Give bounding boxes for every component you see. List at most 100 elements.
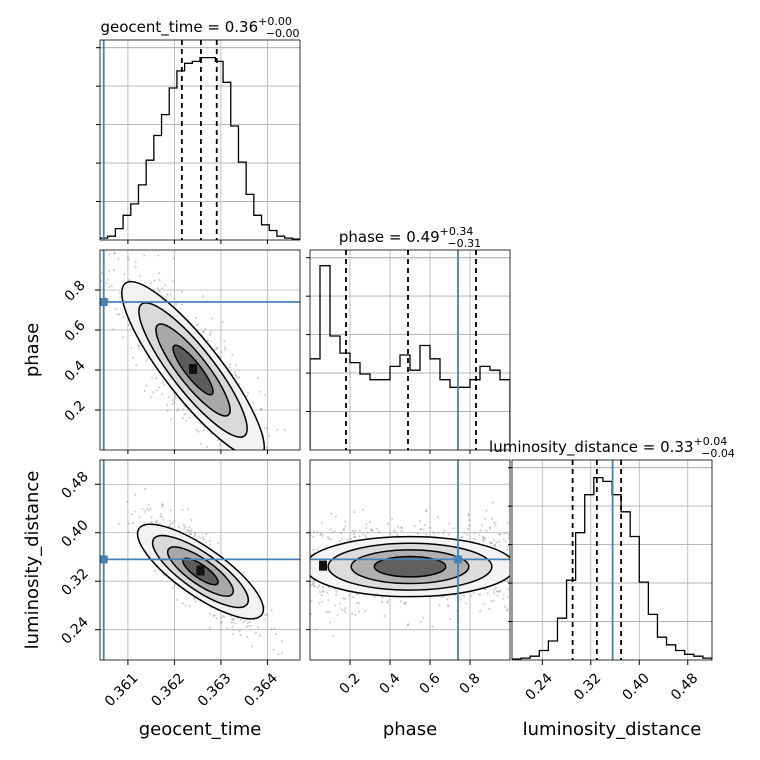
title-main: luminosity_distance = 0.33 (489, 438, 693, 457)
scatter-point (208, 543, 211, 546)
scatter-point (226, 627, 229, 630)
scatter-point (196, 323, 199, 327)
scatter-point (319, 533, 322, 536)
tick-label-x: 0.364 (241, 670, 281, 710)
scatter-point (119, 296, 122, 299)
scatter-point (161, 515, 164, 518)
scatter-point (189, 528, 192, 531)
scatter-point (342, 528, 346, 531)
scatter-point (165, 403, 169, 406)
scatter-point (273, 627, 276, 630)
scatter-point (328, 610, 331, 614)
scatter-point (492, 539, 496, 542)
scatter-point (238, 450, 240, 452)
panel-frame (309, 459, 511, 661)
panel-title: geocent_time = 0.36+0.00 −0.00 (100, 15, 299, 40)
scatter-point (238, 630, 241, 633)
scatter-point (278, 501, 280, 503)
scatter-point (161, 504, 164, 507)
scatter-point (163, 383, 166, 387)
scatter-point (465, 533, 469, 536)
scatter-point (123, 272, 126, 276)
scatter-point (389, 532, 392, 536)
scatter-point (333, 530, 336, 533)
scatter-point (465, 602, 468, 605)
scatter-point (208, 333, 212, 337)
scatter-point (369, 528, 373, 531)
tick-label-x: 0.362 (148, 670, 188, 710)
scatter-point (449, 617, 452, 621)
scatter-point (116, 313, 119, 316)
scatter-point (490, 599, 493, 603)
scatter-point (467, 514, 470, 517)
scatter-point (158, 386, 161, 389)
scatter-point (400, 529, 403, 533)
scatter-point (312, 548, 315, 552)
scatter-point (335, 590, 338, 593)
scatter-point (318, 590, 322, 594)
scatter-content (310, 501, 510, 638)
scatter-point (155, 521, 158, 524)
scatter-point (492, 591, 496, 595)
scatter-point (310, 553, 313, 556)
scatter-point (482, 538, 485, 541)
scatter-point (460, 535, 463, 539)
scatter-point (506, 521, 509, 524)
density-contour (373, 555, 447, 578)
scatter-point (492, 544, 495, 547)
scatter-point (231, 353, 234, 356)
scatter-point (185, 529, 188, 532)
scatter-point (251, 456, 253, 458)
scatter-point (173, 583, 176, 586)
scatter-point (420, 528, 423, 531)
scatter-point (498, 590, 501, 593)
histogram-steps (310, 265, 510, 450)
scatter-point (331, 531, 334, 534)
scatter-point (164, 284, 167, 287)
scatter-point (150, 376, 154, 379)
axis-label-y: phase (22, 323, 43, 377)
scatter-point (254, 461, 256, 463)
scatter-point (126, 256, 130, 259)
scatter-point (380, 600, 384, 603)
scatter-point (498, 533, 501, 536)
truth-marker (99, 555, 108, 564)
scatter-point (483, 603, 486, 606)
scatter-point (222, 615, 225, 618)
scatter-point (353, 535, 356, 538)
scatter-point (337, 511, 339, 513)
scatter-point (385, 601, 389, 604)
scatter-point (181, 303, 184, 306)
scatter-point (250, 645, 254, 648)
histogram-panel-luminosity_distance: luminosity_distance = 0.33+0.04 −0.04 (489, 435, 735, 661)
scatter-panel-luminosity_distance_vs_geocent_time (99, 459, 301, 661)
scatter-point (167, 525, 170, 528)
scatter-point (310, 612, 312, 616)
scatter-point (158, 522, 162, 525)
scatter-point (239, 634, 242, 637)
scatter-point (223, 615, 226, 619)
axis-label-x: phase (383, 719, 437, 740)
scatter-point (275, 478, 277, 480)
scatter-point (100, 279, 103, 282)
panel-frame (99, 459, 301, 661)
scatter-point (431, 531, 435, 534)
scatter-point (328, 621, 332, 624)
scatter-point (154, 569, 157, 572)
scatter-point (366, 531, 369, 534)
tick-label-x: 0.363 (195, 670, 235, 710)
scatter-point (357, 602, 360, 605)
scatter-point (159, 513, 163, 516)
scatter-point (204, 327, 207, 330)
title-sub: −0.31 (447, 237, 481, 250)
tick-label-y: 0.32 (58, 566, 91, 599)
scatter-point (499, 544, 502, 547)
scatter-point (155, 519, 158, 522)
scatter-point (203, 426, 206, 430)
scatter-point (112, 268, 116, 271)
scatter-point (228, 366, 232, 369)
tick-label-x: 0.32 (571, 670, 604, 703)
tick-label-x: 0.4 (377, 670, 404, 697)
scatter-point (354, 529, 357, 532)
scatter-point (195, 428, 198, 431)
